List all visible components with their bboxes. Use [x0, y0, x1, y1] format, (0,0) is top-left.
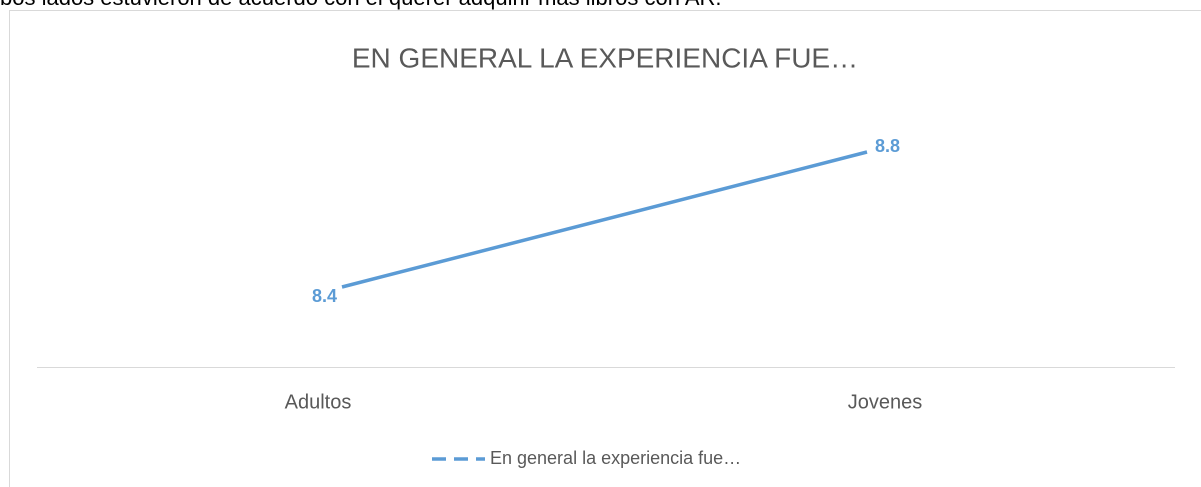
legend-label: En general la experiencia fue… — [490, 448, 741, 468]
x-tick-label: Jovenes — [848, 391, 923, 413]
data-line — [341, 150, 868, 289]
chart-border — [9, 10, 1201, 487]
chart-title: EN GENERAL LA EXPERIENCIA FUE… — [352, 42, 858, 73]
data-label: 8.4 — [312, 286, 337, 306]
document-text: bos lados estuvieron de acuerdo con el q… — [0, 0, 722, 10]
x-tick-label: Adultos — [285, 391, 352, 413]
data-label: 8.8 — [875, 136, 900, 156]
